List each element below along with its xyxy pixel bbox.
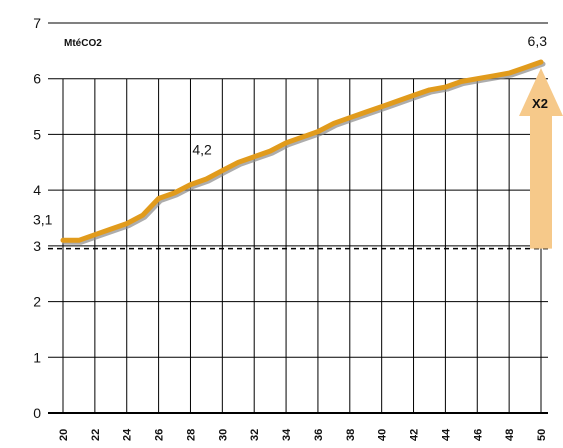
x-tick-42: 42 <box>409 429 421 441</box>
x-tick-46: 46 <box>472 429 484 441</box>
y-tick-5: 5 <box>33 126 41 142</box>
data-label-2030: 4,2 <box>192 142 212 158</box>
x-tick-40: 40 <box>377 429 389 441</box>
emissions-series <box>60 59 546 245</box>
x-tick-38: 38 <box>345 429 357 441</box>
unit-label: MtéCO2 <box>64 38 102 49</box>
data-label-2050: 6,3 <box>528 33 548 49</box>
x-tick-26: 26 <box>154 429 166 441</box>
x-tick-22: 22 <box>90 429 102 441</box>
y-tick-1: 1 <box>33 349 41 365</box>
x-tick-20: 20 <box>58 429 70 441</box>
y-axis-ticks: 0 1 2 3 4 5 6 7 <box>33 15 41 421</box>
y-tick-0: 0 <box>33 405 41 421</box>
x-tick-28: 28 <box>185 429 197 441</box>
series-line <box>60 59 544 243</box>
x-tick-48: 48 <box>504 429 516 441</box>
x-tick-30: 30 <box>217 429 229 441</box>
arrow-label: X2 <box>532 96 548 111</box>
arrow-shape <box>519 68 563 249</box>
x2-arrow: X2 <box>519 68 563 249</box>
y-tick-7: 7 <box>33 15 41 31</box>
y-tick-2: 2 <box>33 294 41 310</box>
y-tick-4: 4 <box>33 182 41 198</box>
x-tick-32: 32 <box>249 429 261 441</box>
x-tick-44: 44 <box>440 428 452 441</box>
x-tick-24: 24 <box>122 428 134 441</box>
y-tick-6: 6 <box>33 71 41 87</box>
data-label-2020: 3,1 <box>33 211 53 227</box>
x-tick-34: 34 <box>281 428 293 441</box>
x-tick-50: 50 <box>536 429 548 441</box>
y-tick-3: 3 <box>33 238 41 254</box>
x-tick-36: 36 <box>313 429 325 441</box>
x-axis-ticks: 20 22 24 26 28 30 32 34 36 38 40 42 44 46 48 50 <box>58 428 548 441</box>
data-labels: 3,1 4,2 6,3 <box>33 33 547 227</box>
